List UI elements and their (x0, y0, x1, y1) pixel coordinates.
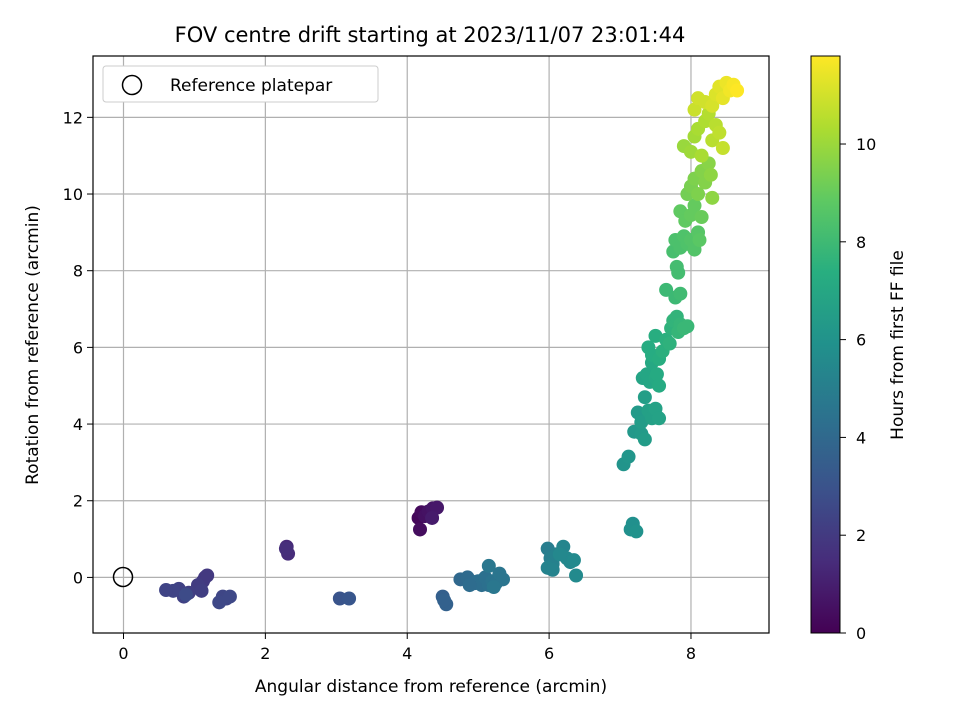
data-point (694, 210, 709, 225)
y-axis-ticks: 0 2 4 6 8 10 12 (63, 108, 93, 587)
colorbar-tick-label: 6 (856, 331, 866, 350)
data-point (413, 522, 428, 537)
data-point (430, 500, 445, 515)
data-point (687, 102, 702, 117)
data-points (159, 75, 745, 612)
y-tick-label: 4 (73, 415, 83, 434)
chart-title: FOV centre drift starting at 2023/11/07 … (175, 23, 686, 47)
legend-label: Reference platepar (170, 76, 332, 96)
data-point (715, 141, 730, 156)
colorbar-tick-label: 2 (856, 526, 866, 545)
colorbar: 0 2 4 6 8 10 Hours from first FF file (810, 55, 908, 643)
y-tick-label: 2 (73, 492, 83, 511)
data-point (212, 595, 227, 610)
colorbar-tick-label: 10 (856, 135, 876, 154)
data-point (178, 587, 193, 602)
data-point (222, 589, 237, 604)
colorbar-ticks: 0 2 4 6 8 10 (840, 135, 876, 643)
data-point (687, 198, 702, 213)
colorbar-tick-label: 8 (856, 233, 866, 252)
data-point (637, 390, 652, 405)
data-point (712, 125, 727, 140)
data-point (680, 319, 695, 334)
data-point (673, 286, 688, 301)
colorbar-tick-label: 0 (856, 624, 866, 643)
data-point (437, 593, 452, 608)
data-point (481, 558, 496, 573)
data-point (691, 187, 706, 202)
data-point (649, 367, 664, 382)
data-point (621, 449, 636, 464)
y-tick-label: 6 (73, 338, 83, 357)
data-point (637, 432, 652, 447)
data-point (683, 144, 698, 159)
data-point (705, 190, 720, 205)
data-point (662, 336, 677, 351)
reference-platepar-marker (112, 566, 134, 588)
data-point (694, 148, 709, 163)
data-point (545, 562, 560, 577)
legend-box (102, 65, 379, 103)
y-axis-label: Rotation from reference (arcmin) (23, 205, 43, 485)
data-point (652, 411, 667, 426)
x-tick-label: 4 (402, 644, 412, 663)
legend-marker (121, 74, 143, 96)
x-axis-label: Angular distance from reference (arcmin) (255, 677, 607, 697)
data-point (495, 572, 510, 587)
data-point (669, 259, 684, 274)
data-point (278, 541, 293, 556)
data-point (703, 167, 718, 182)
data-point (659, 282, 674, 297)
x-tick-label: 0 (118, 644, 128, 663)
data-point (634, 415, 649, 430)
x-axis-ticks: 0 2 4 6 8 (118, 633, 696, 663)
data-point (648, 328, 663, 343)
y-tick-label: 10 (63, 185, 83, 204)
plot-frame (92, 55, 770, 634)
colorbar-tick-label: 4 (856, 428, 866, 447)
data-point (730, 83, 745, 98)
data-point (200, 568, 215, 583)
data-point (425, 510, 440, 525)
data-point (569, 568, 584, 583)
colorbar-label: Hours from first FF file (888, 250, 908, 440)
data-point (629, 524, 644, 539)
data-point (566, 553, 581, 568)
x-tick-label: 2 (260, 644, 270, 663)
x-tick-label: 8 (686, 644, 696, 663)
data-point (705, 98, 720, 113)
data-point (692, 233, 707, 248)
data-point (552, 547, 567, 562)
x-tick-label: 6 (544, 644, 554, 663)
y-tick-label: 12 (63, 108, 83, 127)
colorbar-gradient (810, 55, 841, 634)
data-point (652, 378, 667, 393)
y-tick-label: 8 (73, 262, 83, 281)
data-point (159, 583, 174, 598)
data-point (462, 578, 477, 593)
y-tick-label: 0 (73, 568, 83, 587)
data-point (342, 591, 357, 606)
legend: Reference platepar (102, 65, 379, 103)
data-point (486, 579, 501, 594)
data-point (194, 583, 209, 598)
